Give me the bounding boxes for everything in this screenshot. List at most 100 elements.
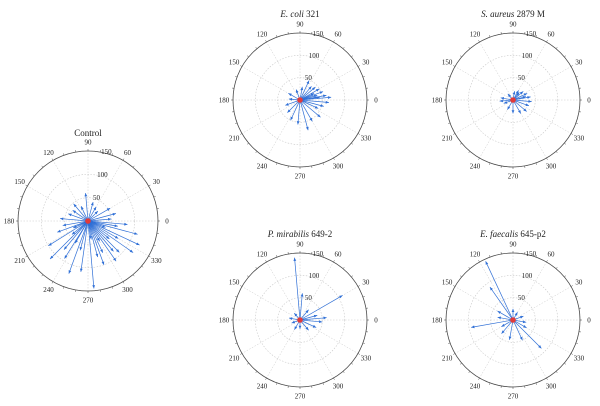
angle-tick [153, 244, 156, 246]
angle-gridline [27, 185, 89, 222]
angle-gridline [479, 41, 514, 101]
vector-arrow [512, 99, 532, 103]
angle-tick [235, 342, 238, 344]
angle-gridline [27, 220, 89, 257]
angle-gridline [266, 319, 301, 379]
polar-plot-2: E. coli 321 0 30 60 90 120 150 180 210 240 270 300 3… [219, 9, 379, 181]
angle-tick [276, 382, 278, 385]
angle-tick [333, 40, 335, 43]
radial-gridline [64, 197, 112, 245]
angle-gridline [87, 220, 149, 257]
vector-arrow [501, 319, 514, 334]
angle-tick-label: 60 [548, 31, 556, 39]
angle-tick-label: 180 [432, 97, 443, 105]
angle-tick [453, 65, 456, 67]
angle-tick [342, 151, 345, 154]
angle-tick [570, 133, 573, 135]
vector-arrow [293, 257, 301, 321]
angle-gridline [266, 41, 301, 101]
center-marker [297, 97, 303, 103]
angle-tick-label: 240 [470, 162, 481, 170]
vector-arrow [299, 99, 309, 131]
vector-arrow [84, 193, 89, 222]
vector-arrow [299, 319, 317, 328]
angle-tick [63, 153, 65, 156]
vector-arrow [471, 319, 514, 329]
angle-tick [333, 377, 335, 380]
angle-tick [453, 133, 456, 135]
angle-tick [555, 46, 558, 49]
vector-arrow [87, 220, 93, 240]
angle-tick-label: 0 [587, 317, 591, 325]
vector-arrow [87, 220, 96, 289]
angle-tick-label: 150 [229, 279, 240, 287]
angle-tick-label: 0 [374, 97, 378, 105]
radial-gridline [277, 297, 323, 343]
angle-gridline [299, 99, 334, 159]
vector-arrow [299, 316, 327, 321]
angle-gridline [299, 99, 359, 134]
vector-arrow [87, 201, 94, 222]
angle-gridline [241, 319, 301, 354]
vector-arrow [87, 220, 117, 262]
angle-tick [489, 382, 491, 385]
plot-title: P. mirabilis 649-2 [267, 229, 333, 239]
angle-tick [141, 174, 144, 177]
angle-gridline [454, 319, 514, 354]
angle-tick-label: 210 [229, 135, 240, 143]
angle-tick [235, 76, 238, 78]
center-marker [510, 97, 516, 103]
angle-tick-label: 300 [122, 286, 133, 294]
angle-tick [240, 285, 243, 287]
radial-tick-label: 100 [522, 52, 533, 60]
vector-arrow [87, 220, 120, 253]
angle-tick [459, 55, 462, 58]
angle-tick [255, 266, 258, 269]
plot-title: E. coli 321 [279, 9, 319, 19]
angle-tick [240, 133, 243, 135]
vector-arrow [485, 261, 514, 321]
angle-tick [478, 377, 480, 380]
angle-tick [111, 153, 113, 156]
angle-tick [489, 255, 491, 258]
angle-tick [478, 260, 480, 263]
angle-tick [468, 371, 471, 374]
vector-arrow [299, 80, 310, 101]
angle-tick-label: 60 [335, 251, 343, 259]
radial-gridline [468, 275, 558, 365]
angle-tick [478, 157, 480, 160]
vector-arrow [74, 220, 89, 244]
vector-arrow [299, 99, 319, 109]
angle-tick [276, 162, 278, 165]
angle-gridline [512, 99, 572, 134]
vector-arrow [299, 293, 304, 321]
angle-tick-label: 30 [362, 279, 370, 287]
angle-tick-label: 180 [219, 317, 230, 325]
angle-tick [148, 184, 151, 187]
angle-tick-label: 60 [335, 31, 343, 39]
radial-gridline [468, 55, 558, 145]
vector-arrow [57, 220, 89, 233]
angle-tick-label: 300 [546, 382, 557, 390]
vector-arrow [87, 220, 106, 228]
angle-tick-label: 330 [361, 135, 372, 143]
angle-gridline [512, 99, 547, 159]
vector-arrow [87, 220, 140, 246]
vector-arrow [489, 286, 514, 321]
angle-tick [357, 133, 360, 135]
angle-tick [448, 296, 451, 298]
vector-arrow [48, 220, 89, 247]
vector-arrow [79, 220, 89, 272]
angle-tick [122, 281, 125, 284]
angle-gridline [241, 99, 301, 134]
angle-gridline [299, 319, 359, 354]
angle-tick-label: 0 [374, 317, 378, 325]
angle-tick [570, 353, 573, 355]
angle-tick [20, 244, 23, 246]
angle-tick-label: 90 [85, 139, 93, 147]
radial-gridline [41, 174, 135, 268]
angle-gridline [266, 99, 301, 159]
angle-tick [459, 275, 462, 278]
angle-tick [546, 157, 548, 160]
